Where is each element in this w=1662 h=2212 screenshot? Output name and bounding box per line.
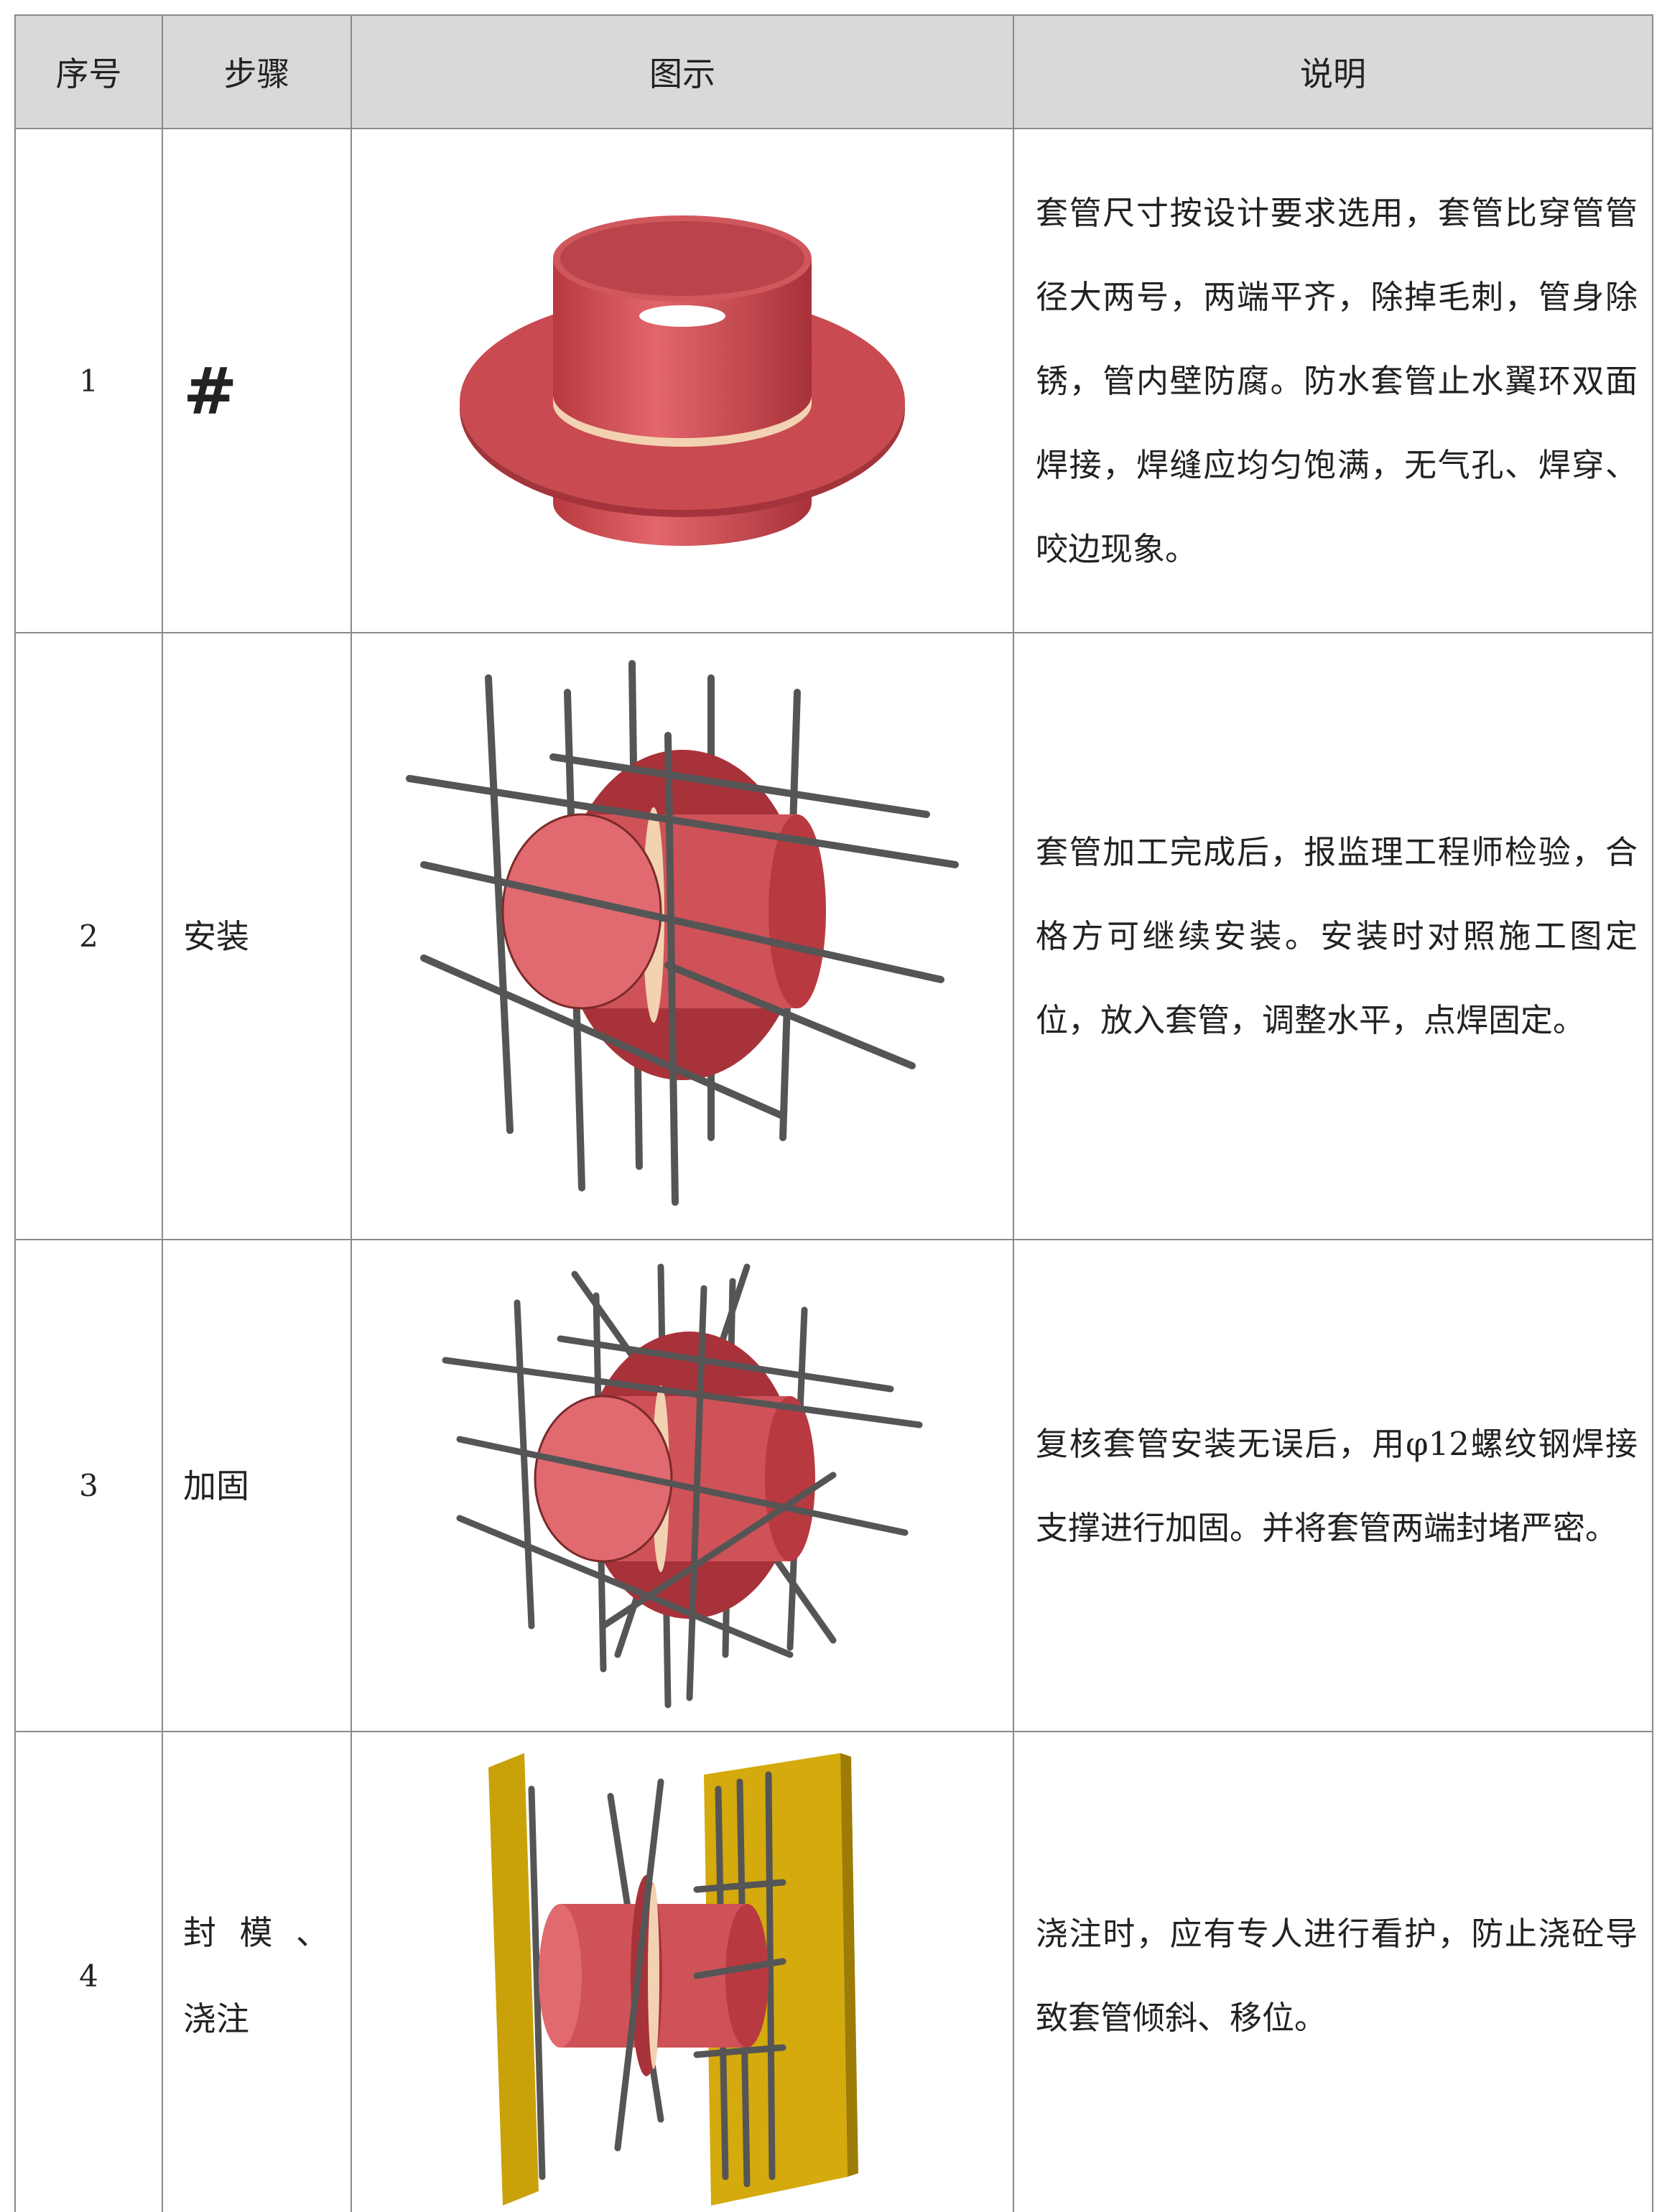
row-description: 套管尺寸按设计要求选用，套管比穿管管径大两号，两端平齐，除掉毛刺，管身除锈，管内… bbox=[1013, 128, 1653, 633]
reinforce-illustration bbox=[442, 1263, 923, 1708]
figure-cell bbox=[350, 1731, 1014, 2212]
header-cell: 序号 bbox=[14, 14, 163, 129]
row-step: 安装 bbox=[162, 632, 352, 1240]
row-step: # bbox=[162, 128, 352, 633]
row: 3 加固 复核套管安 bbox=[14, 1239, 1653, 1732]
row-number: 3 bbox=[14, 1239, 163, 1732]
header-cell: 图示 bbox=[350, 14, 1014, 129]
figure-cell bbox=[350, 128, 1014, 633]
header-cell: 步骤 bbox=[162, 14, 352, 129]
row: 2 安装 套管加工完成后，报监理工程师检验 bbox=[14, 632, 1653, 1240]
row-description: 套管加工完成后，报监理工程师检验，合格方可继续安装。安装时对照施工图定位，放入套… bbox=[1013, 632, 1653, 1240]
row-description: 浇注时，应有专人进行看护，防止浇砼导致套管倾斜、移位。 bbox=[1013, 1731, 1653, 2212]
header-row: 序号 步骤 图示 说明 bbox=[14, 14, 1653, 129]
procedure-table: 序号 步骤 图示 说明 1 # 套管尺寸按设计要求选用，套管比穿管管径大两号，两… bbox=[14, 14, 1653, 2212]
row-description: 复核套管安装无误后，用φ12螺纹钢焊接支撑进行加固。并将套管两端封堵严密。 bbox=[1013, 1239, 1653, 1732]
pour-illustration bbox=[488, 1753, 858, 2206]
row: 4 封 模 、浇注 bbox=[14, 1731, 1653, 2212]
sleeve-illustration bbox=[460, 215, 905, 546]
figure-cell bbox=[350, 632, 1014, 1240]
row-number: 2 bbox=[14, 632, 163, 1240]
header-cell: 说明 bbox=[1013, 14, 1653, 129]
row: 1 # 套管尺寸按设计要求选用，套管比穿管管径大两号，两端平齐，除掉毛刺，管身除… bbox=[14, 128, 1653, 633]
row-step: 加固 bbox=[162, 1239, 352, 1732]
row-number: 1 bbox=[14, 128, 163, 633]
install-illustration bbox=[406, 659, 959, 1206]
figure-cell bbox=[350, 1239, 1014, 1732]
row-step: 封 模 、浇注 bbox=[162, 1731, 352, 2212]
row-number: 4 bbox=[14, 1731, 163, 2212]
